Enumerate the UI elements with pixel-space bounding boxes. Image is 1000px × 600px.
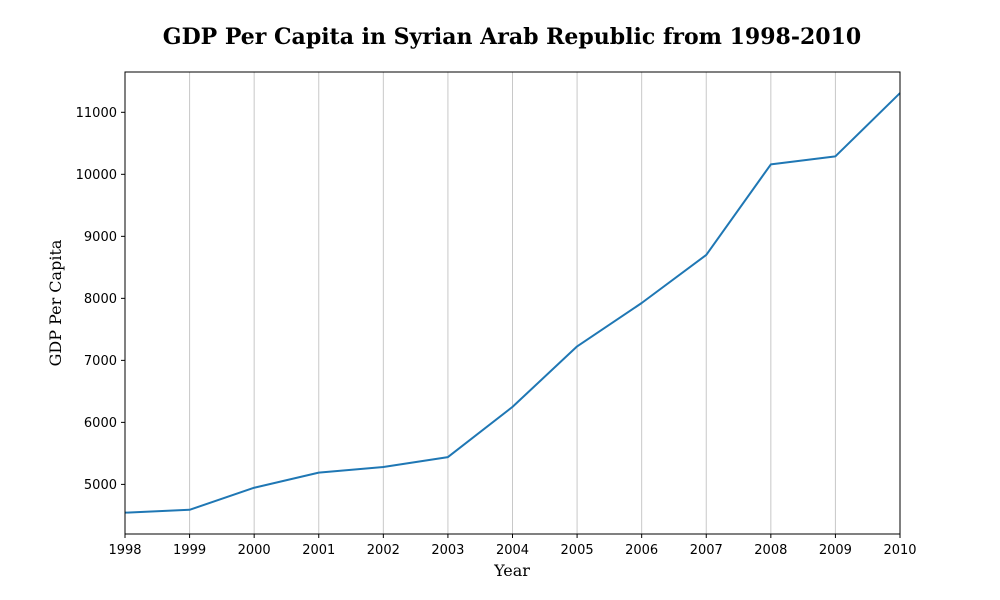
y-tick-label: 5000 (84, 478, 117, 493)
x-tick-label: 2007 (690, 543, 723, 558)
x-tick-label: 2008 (754, 543, 787, 558)
series-group (124, 92, 901, 514)
y-tick-label: 6000 (84, 416, 117, 431)
x-tick-label: 2001 (302, 543, 335, 558)
y-tick-label: 10000 (76, 168, 117, 183)
x-tick-label: 2006 (625, 543, 658, 558)
x-tick-label: 2004 (496, 543, 529, 558)
x-tick-label: 2002 (367, 543, 400, 558)
y-tick-label: 9000 (84, 230, 117, 245)
x-tick-label: 2010 (883, 543, 916, 558)
x-tick-label: 2009 (819, 543, 852, 558)
gdp-series-line (124, 92, 901, 514)
x-tick-label: 1999 (173, 543, 206, 558)
y-tick-label: 11000 (76, 106, 117, 121)
y-tick-label: 7000 (84, 354, 117, 369)
x-tick-label: 2000 (238, 543, 271, 558)
x-tick-label: 2003 (431, 543, 464, 558)
chart-title: GDP Per Capita in Syrian Arab Republic f… (163, 24, 861, 50)
x-tick-label: 2005 (561, 543, 594, 558)
y-tick-label: 8000 (84, 292, 117, 307)
plot-area-frame (124, 71, 901, 535)
y-axis-label: GDP Per Capita (46, 239, 65, 366)
x-tick-label: 1998 (108, 543, 141, 558)
axis-ticks: 1998 1999 2000 2001 2002 2003 2004 2005 2006 2007… (76, 106, 917, 558)
x-axis-label: Year (493, 561, 530, 580)
